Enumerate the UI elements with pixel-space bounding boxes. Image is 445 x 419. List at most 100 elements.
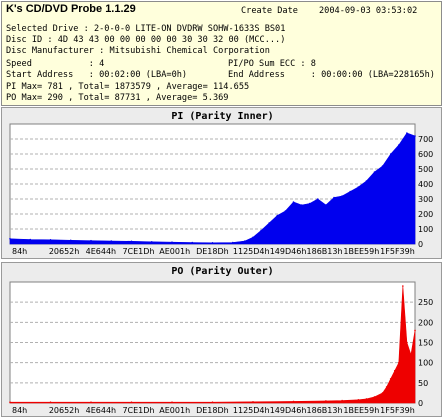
pi-xtick-label: 84h [12, 247, 27, 256]
po-xtick-label: 186B13h [307, 406, 343, 415]
po-data-point [252, 400, 254, 403]
pi-xtick-label: DE18Dh [196, 247, 229, 256]
pi-data-point [171, 241, 173, 243]
pi-data-point [333, 196, 335, 199]
pi-data-point [252, 236, 254, 239]
pi-data-point [389, 153, 392, 155]
po-data-point [292, 400, 295, 403]
po-xtick-label: 1BEE59h [343, 406, 379, 415]
pi-chart: 0 100 200 300 400 500 600 700 84h 20652h 4E644h 7CE… [9, 123, 433, 256]
po-data-point [373, 396, 376, 398]
pi-stats: PI Max= 781 , Total= 1873579 , Average= … [6, 82, 250, 92]
po-ytick-label: 200 [418, 318, 433, 327]
pi-data-point [406, 132, 408, 134]
pi-xtick-label: 1F5F39h [380, 247, 415, 256]
create-date-label: Create Date [241, 6, 298, 16]
pi-data-point [231, 241, 234, 244]
start-address: Start Address : 00:02:00 (LBA=0h) [6, 70, 188, 80]
pi-ytick-label: 100 [418, 225, 433, 234]
pi-data-point [373, 171, 376, 173]
pi-data-point [292, 201, 295, 203]
po-data-point [130, 401, 133, 403]
po-data-point [393, 369, 396, 372]
pi-data-point [69, 239, 72, 242]
po-xtick-label: 149D46h [270, 406, 307, 415]
po-data-point [357, 398, 360, 401]
pi-xtick-label: 1BEE59h [343, 247, 379, 256]
pi-data-point [29, 238, 32, 241]
pi-data-point [130, 240, 133, 243]
po-data-point [49, 401, 52, 403]
pi-data-point [9, 237, 11, 240]
po-data-point [381, 392, 384, 394]
po-data-point [385, 386, 388, 388]
selected-drive: Selected Drive : 2-0-0-0 LITE-ON DVDRW S… [6, 24, 286, 34]
pi-data-point [90, 239, 92, 242]
pi-data-point [260, 229, 262, 232]
po-xtick-label: 7CE1Dh [122, 406, 154, 415]
po-xtick-label: DE18Dh [196, 406, 229, 415]
po-data-point [402, 285, 404, 287]
po-xtick-label: 20652h [49, 406, 80, 415]
pi-xtick-label: 186B13h [307, 247, 343, 256]
pi-data-point [341, 195, 343, 197]
disc-info-panel: K's CD/DVD Probe 1.1.29 Create Date 2004… [1, 1, 442, 106]
pi-data-point [317, 198, 319, 200]
pi-ytick-label: 400 [418, 180, 433, 189]
pi-chart-title: PI (Parity Inner) [171, 111, 274, 122]
pi-data-point [325, 204, 327, 206]
po-ytick-label: 150 [418, 339, 433, 348]
po-xtick-label: 1125D4h [233, 406, 270, 415]
po-data-point [90, 401, 92, 403]
pi-data-point [300, 204, 303, 206]
pi-xtick-label: 20652h [49, 247, 80, 256]
pi-data-point [110, 240, 113, 242]
pi-data-point [276, 214, 279, 217]
po-data-point [410, 353, 412, 356]
po-data-point [211, 401, 214, 403]
po-stats: PO Max= 290 , Total= 87731 , Average= 5.… [6, 93, 229, 103]
pi-ytick-label: 300 [418, 195, 433, 204]
pi-data-point [398, 144, 400, 146]
po-chart: 0 50 100 150 200 250 84h 20652h 4E644h 7CE1Dh AE00… [9, 281, 433, 415]
po-ytick-label: 100 [418, 359, 433, 368]
po-data-point [9, 401, 11, 403]
pi-xtick-label: AE001h [159, 247, 190, 256]
pi-chart-panel: PI (Parity Inner) 0 100 200 300 400 500 600 700… [1, 107, 442, 259]
pi-data-point [150, 240, 153, 243]
po-data-point [414, 329, 416, 332]
pi-data-point [349, 190, 352, 193]
po-xtick-label: 1F5F39h [380, 406, 415, 415]
pi-data-point [244, 240, 246, 242]
pi-data-point [268, 222, 271, 224]
po-xtick-label: 4E644h [86, 406, 116, 415]
po-data-point [406, 341, 408, 344]
po-chart-panel: PO (Parity Outer) 0 50 100 150 200 250 84h 2065… [1, 262, 442, 417]
pi-xtick-label: 7CE1Dh [122, 247, 154, 256]
pi-ytick-label: 200 [418, 210, 433, 219]
po-data-point [325, 400, 327, 402]
disc-id: Disc ID : 4D 43 43 00 00 00 00 00 30 30 … [6, 35, 286, 45]
disc-manufacturer: Disc Manufacturer : Mitsubishi Chemical … [6, 46, 270, 56]
po-ytick-label: 0 [418, 399, 423, 408]
pi-data-point [284, 210, 287, 212]
pi-ytick-label: 700 [418, 135, 433, 144]
po-xtick-label: AE001h [159, 406, 190, 415]
po-data-point [341, 399, 343, 402]
pi-data-point [191, 241, 194, 244]
pi-data-point [381, 165, 384, 167]
pi-data-point [357, 186, 360, 188]
po-ytick-label: 50 [418, 379, 428, 388]
pi-xtick-label: 4E644h [86, 247, 116, 256]
po-data-point [365, 398, 368, 400]
po-data-point [389, 378, 392, 380]
end-address: End Address : 00:00:00 (LBA=228165h) [228, 70, 435, 80]
pi-xtick-label: 1125D4h [233, 247, 270, 256]
pi-data-point [211, 242, 214, 244]
create-date-value: 2004-09-03 03:53:02 [319, 6, 418, 16]
sum-ecc: PI/PO Sum ECC : 8 [228, 59, 316, 69]
pi-data-point [414, 135, 416, 137]
po-data-point [171, 401, 173, 403]
pi-ytick-label: 500 [418, 165, 433, 174]
app-title: K's CD/DVD Probe 1.1.29 [6, 3, 136, 15]
